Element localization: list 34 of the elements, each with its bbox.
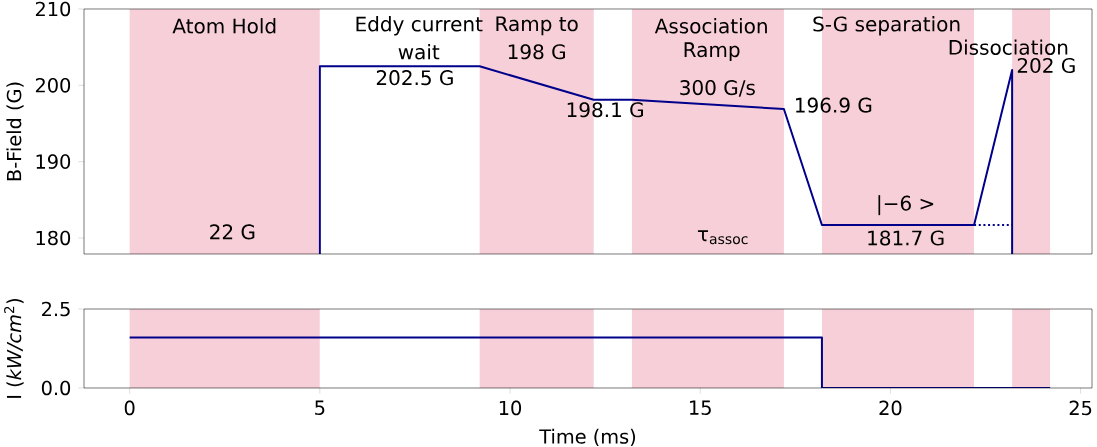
annotation: 198 G (508, 44, 565, 60)
x-tick-label: 20 (879, 400, 902, 416)
y-tick-label: 0.0 (41, 380, 71, 396)
y-tick-label: 200 (35, 77, 71, 93)
annotation: S-G separation (813, 16, 960, 36)
x-tick-label: 0 (124, 400, 135, 416)
y-tick-label: 190 (36, 154, 71, 169)
annotation: 22 G (210, 224, 255, 240)
annotation: 202.5 G (376, 70, 453, 86)
x-tick-label: 15 (690, 400, 711, 415)
annotation: Ramp to (496, 16, 578, 36)
annotation: 181.7 G (868, 230, 944, 246)
annotation: Association (654, 18, 767, 34)
x-tick-label: 25 (1069, 400, 1092, 416)
annotation: 202 G (1017, 57, 1075, 74)
annotation: Eddy current (356, 16, 483, 36)
annotation: wait (398, 44, 440, 60)
annotation: Ramp (684, 42, 740, 62)
annotation: Atom Hold (172, 18, 276, 34)
annotation: |−6 > (878, 195, 934, 216)
line-series (318, 65, 1014, 254)
annotation: τ$_{assoc}$ (697, 230, 748, 245)
x-tick-label: 10 (499, 400, 522, 416)
annotation: Dissociation (949, 39, 1068, 55)
y-axis-title: B-Field (G) (6, 82, 24, 181)
annotation: 300 G/s (680, 80, 755, 97)
x-tick-label: 5 (315, 400, 325, 415)
annotation: 196.9 G (795, 97, 872, 113)
annotation: 198.1 G (567, 102, 643, 118)
y-tick-label: 210 (35, 1, 71, 17)
y-axis-title: I (kW/cm$^{2}$) (4, 298, 24, 398)
x-axis-title: Time (ms) (539, 428, 636, 447)
y-tick-label: 180 (36, 230, 71, 246)
y-tick-label: 2.5 (42, 301, 70, 317)
